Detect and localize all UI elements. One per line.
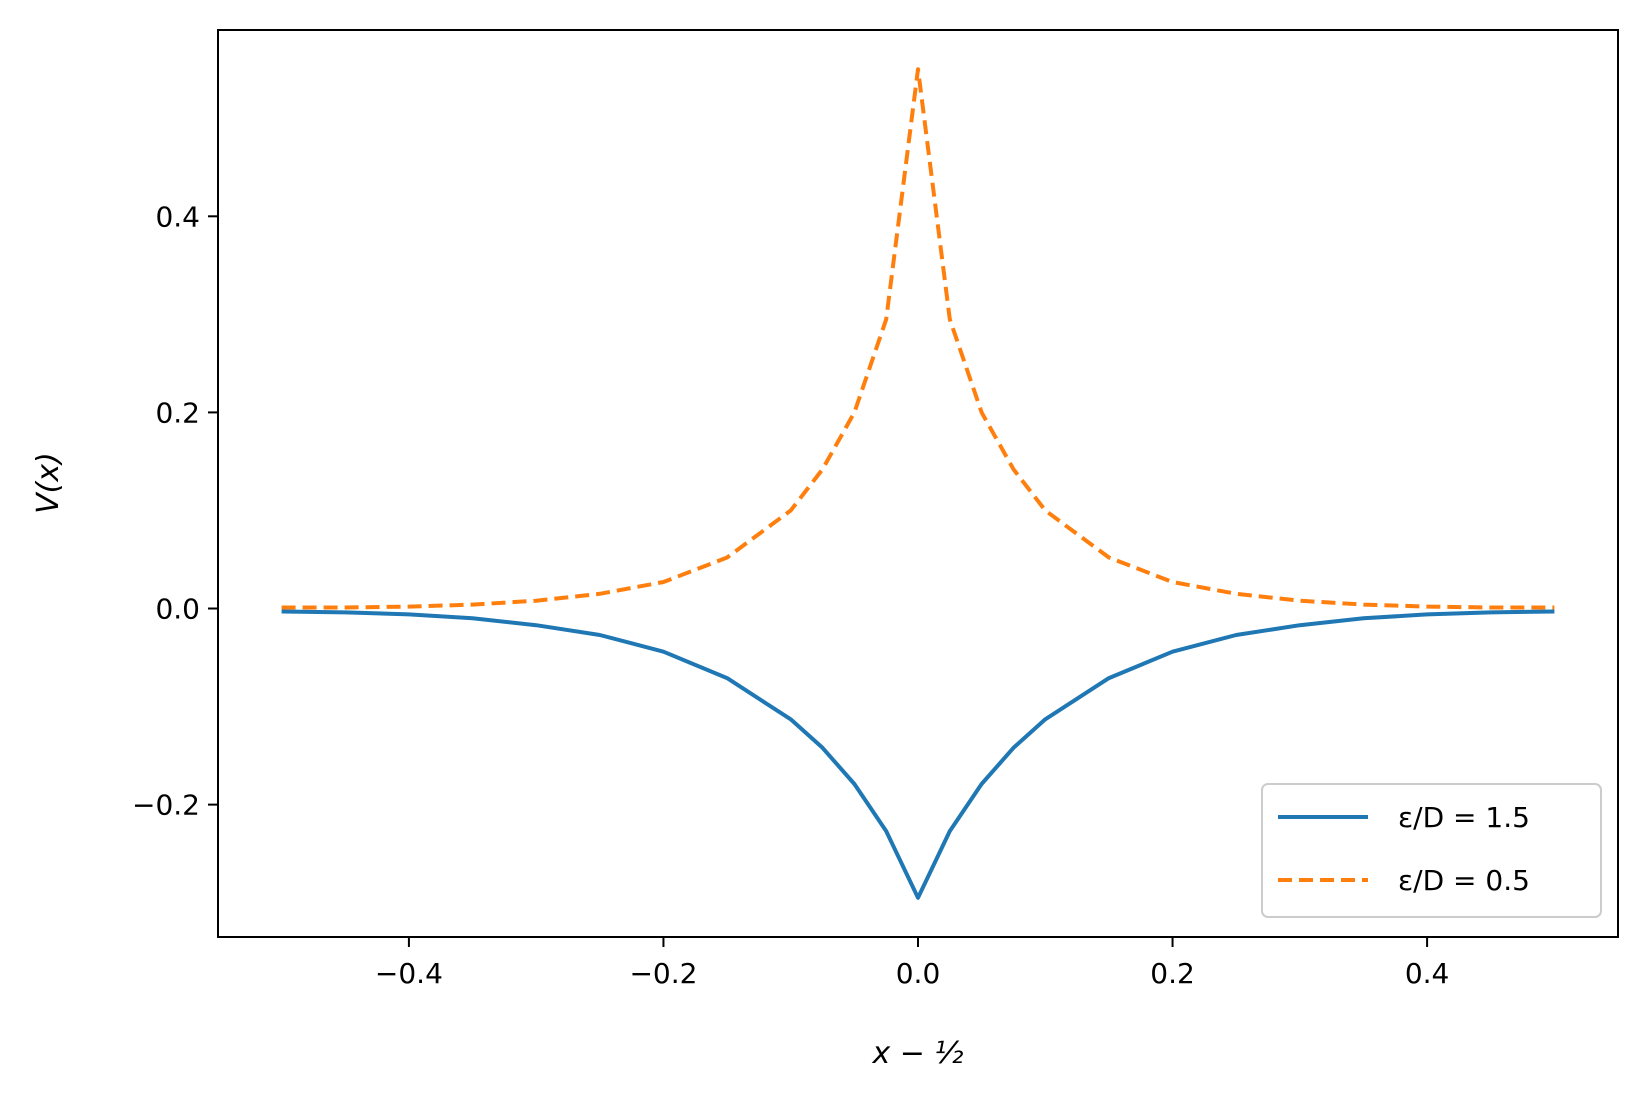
x-tick-label: 0.4 — [1405, 957, 1450, 990]
legend: ε/D = 1.5 ε/D = 0.5 — [1261, 783, 1602, 918]
series-line-2 — [281, 67, 1555, 610]
y-axis-label: V(x) — [31, 452, 66, 514]
y-tick-label: 0.0 — [155, 593, 200, 626]
x-axis-ticks: −0.4 −0.2 0.0 0.2 0.4 — [375, 937, 1449, 990]
series-line-1 — [281, 609, 1555, 900]
legend-label-series-2: ε/D = 0.5 — [1398, 864, 1530, 897]
x-tick-label: 0.0 — [896, 957, 941, 990]
x-axis-label: x − ½ — [871, 1036, 963, 1071]
legend-label-series-1: ε/D = 1.5 — [1398, 801, 1530, 834]
y-tick-label: 0.4 — [155, 200, 200, 233]
series-layer — [281, 67, 1555, 900]
y-axis-ticks: −0.2 0.0 0.2 0.4 — [132, 200, 218, 822]
x-tick-label: 0.2 — [1150, 957, 1195, 990]
x-tick-label: −0.2 — [629, 957, 697, 990]
y-tick-label: −0.2 — [132, 789, 200, 822]
x-tick-label: −0.4 — [375, 957, 443, 990]
y-tick-label: 0.2 — [155, 396, 200, 429]
